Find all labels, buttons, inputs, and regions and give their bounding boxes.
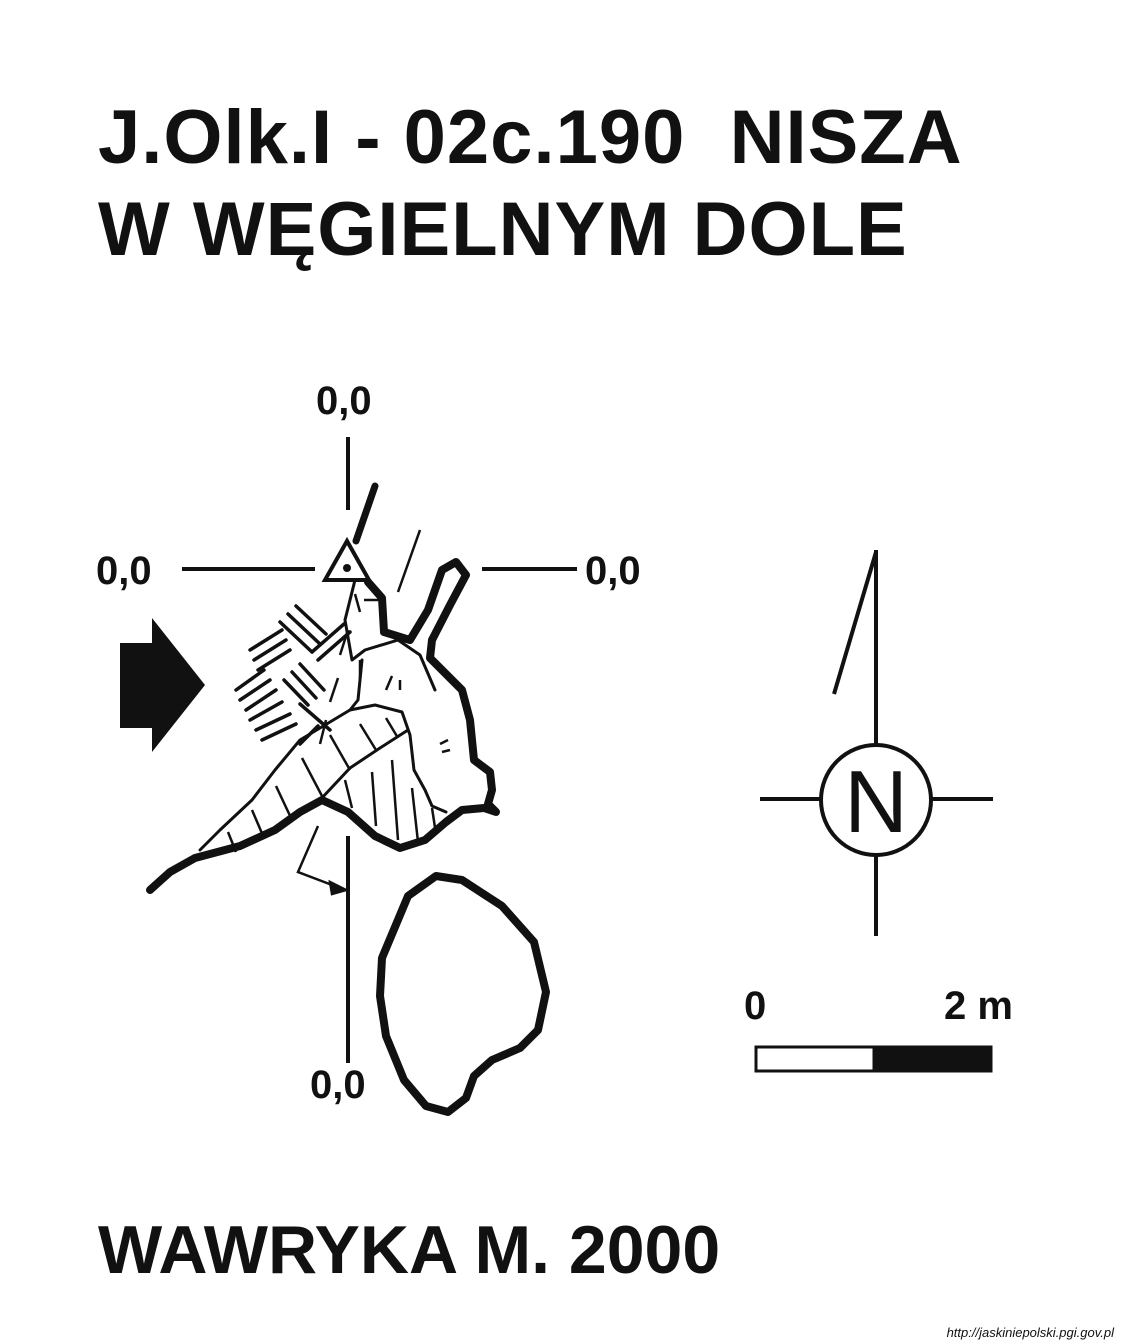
wall-stroke-top [352,482,379,545]
section-label-right: 0,0 [585,549,641,593]
entrance-arrow [120,618,205,752]
scale-bar [754,1045,993,1073]
map-title: J.Olk.I - 02c.190 NISZA W WĘGIELNYM DOLE [98,92,963,276]
slope-hatching [226,660,438,853]
ceiling-edge-dashes [318,529,451,754]
scale-bar-start-label: 0 [744,984,766,1028]
rubble-hatching [234,604,352,746]
source-url: http://jaskiniepolski.pgi.gov.pl [946,1325,1114,1340]
section-label-bottom: 0,0 [310,1063,366,1107]
map-title-line-1: J.Olk.I - 02c.190 NISZA [98,95,963,180]
section-label-left: 0,0 [96,549,152,593]
scale-bar-end-label: 2 m [944,984,1013,1028]
cave-outline [146,558,550,1116]
section-axis-lines [182,437,577,1063]
section-pointer-arrow [296,825,350,896]
map-title-line-2: W WĘGIELNYM DOLE [98,187,908,272]
survey-station-icon [321,536,373,582]
scale-bar-black-segment [872,1045,993,1073]
section-label-top: 0,0 [316,379,372,423]
north-letter: N [844,752,908,851]
north-arrow-icon [760,550,993,936]
author-credit: WAWRYKA M. 2000 [98,1212,721,1288]
scale-bar-white-segment [754,1045,876,1073]
